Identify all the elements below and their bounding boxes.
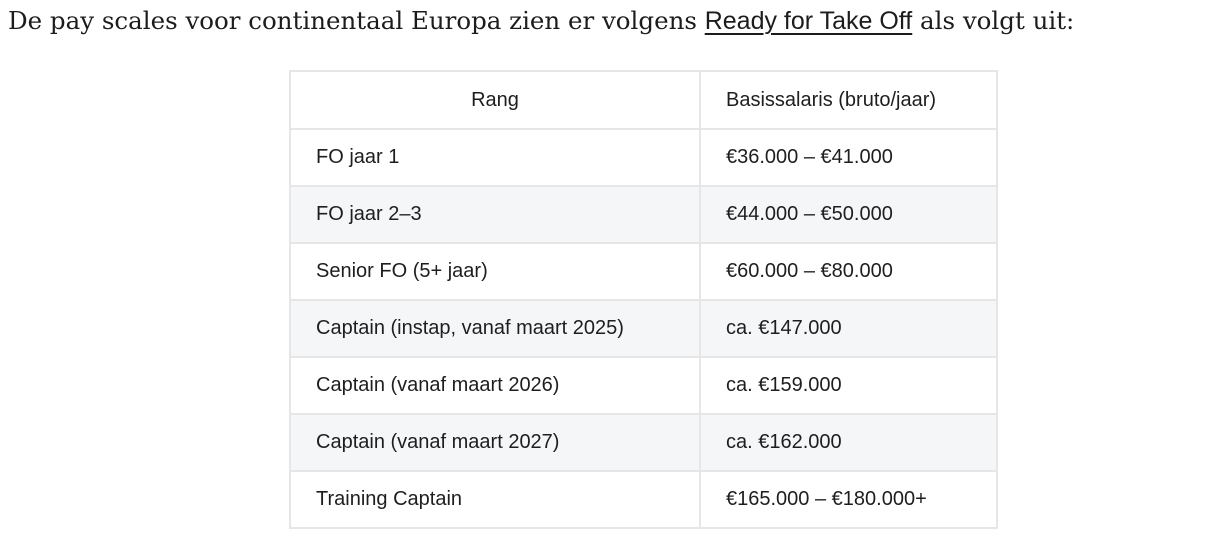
rang-cell: Captain (vanaf maart 2026)	[289, 356, 701, 415]
table-header-row: Rang Basissalaris (bruto/jaar)	[289, 70, 998, 130]
table-row: Captain (vanaf maart 2027) ca. €162.000	[289, 413, 998, 472]
rang-cell: FO jaar 2–3	[289, 185, 701, 244]
intro-text-after: als volgt uit:	[912, 6, 1075, 35]
salaris-cell: €165.000 – €180.000+	[699, 470, 998, 529]
rang-cell: Captain (instap, vanaf maart 2025)	[289, 299, 701, 358]
table-row: Captain (vanaf maart 2026) ca. €159.000	[289, 356, 998, 415]
salaris-cell: ca. €162.000	[699, 413, 998, 472]
intro-paragraph: De pay scales voor continentaal Europa z…	[8, 1, 1074, 41]
pay-scales-table: Rang Basissalaris (bruto/jaar) FO jaar 1…	[289, 70, 998, 529]
salaris-cell: €44.000 – €50.000	[699, 185, 998, 244]
ready-for-take-off-link[interactable]: Ready for Take Off	[704, 7, 913, 35]
rang-cell: Senior FO (5+ jaar)	[289, 242, 701, 301]
table-row: Training Captain €165.000 – €180.000+	[289, 470, 998, 529]
salaris-cell: €36.000 – €41.000	[699, 128, 998, 187]
table-row: Captain (instap, vanaf maart 2025) ca. €…	[289, 299, 998, 358]
table-row: FO jaar 1 €36.000 – €41.000	[289, 128, 998, 187]
intro-text-before: De pay scales voor continentaal Europa z…	[8, 6, 705, 35]
column-header-rang: Rang	[289, 70, 701, 130]
salaris-cell: ca. €159.000	[699, 356, 998, 415]
rang-cell: FO jaar 1	[289, 128, 701, 187]
rang-cell: Training Captain	[289, 470, 701, 529]
table-row: FO jaar 2–3 €44.000 – €50.000	[289, 185, 998, 244]
table-row: Senior FO (5+ jaar) €60.000 – €80.000	[289, 242, 998, 301]
column-header-basissalaris: Basissalaris (bruto/jaar)	[699, 70, 998, 130]
rang-cell: Captain (vanaf maart 2027)	[289, 413, 701, 472]
salaris-cell: ca. €147.000	[699, 299, 998, 358]
salaris-cell: €60.000 – €80.000	[699, 242, 998, 301]
